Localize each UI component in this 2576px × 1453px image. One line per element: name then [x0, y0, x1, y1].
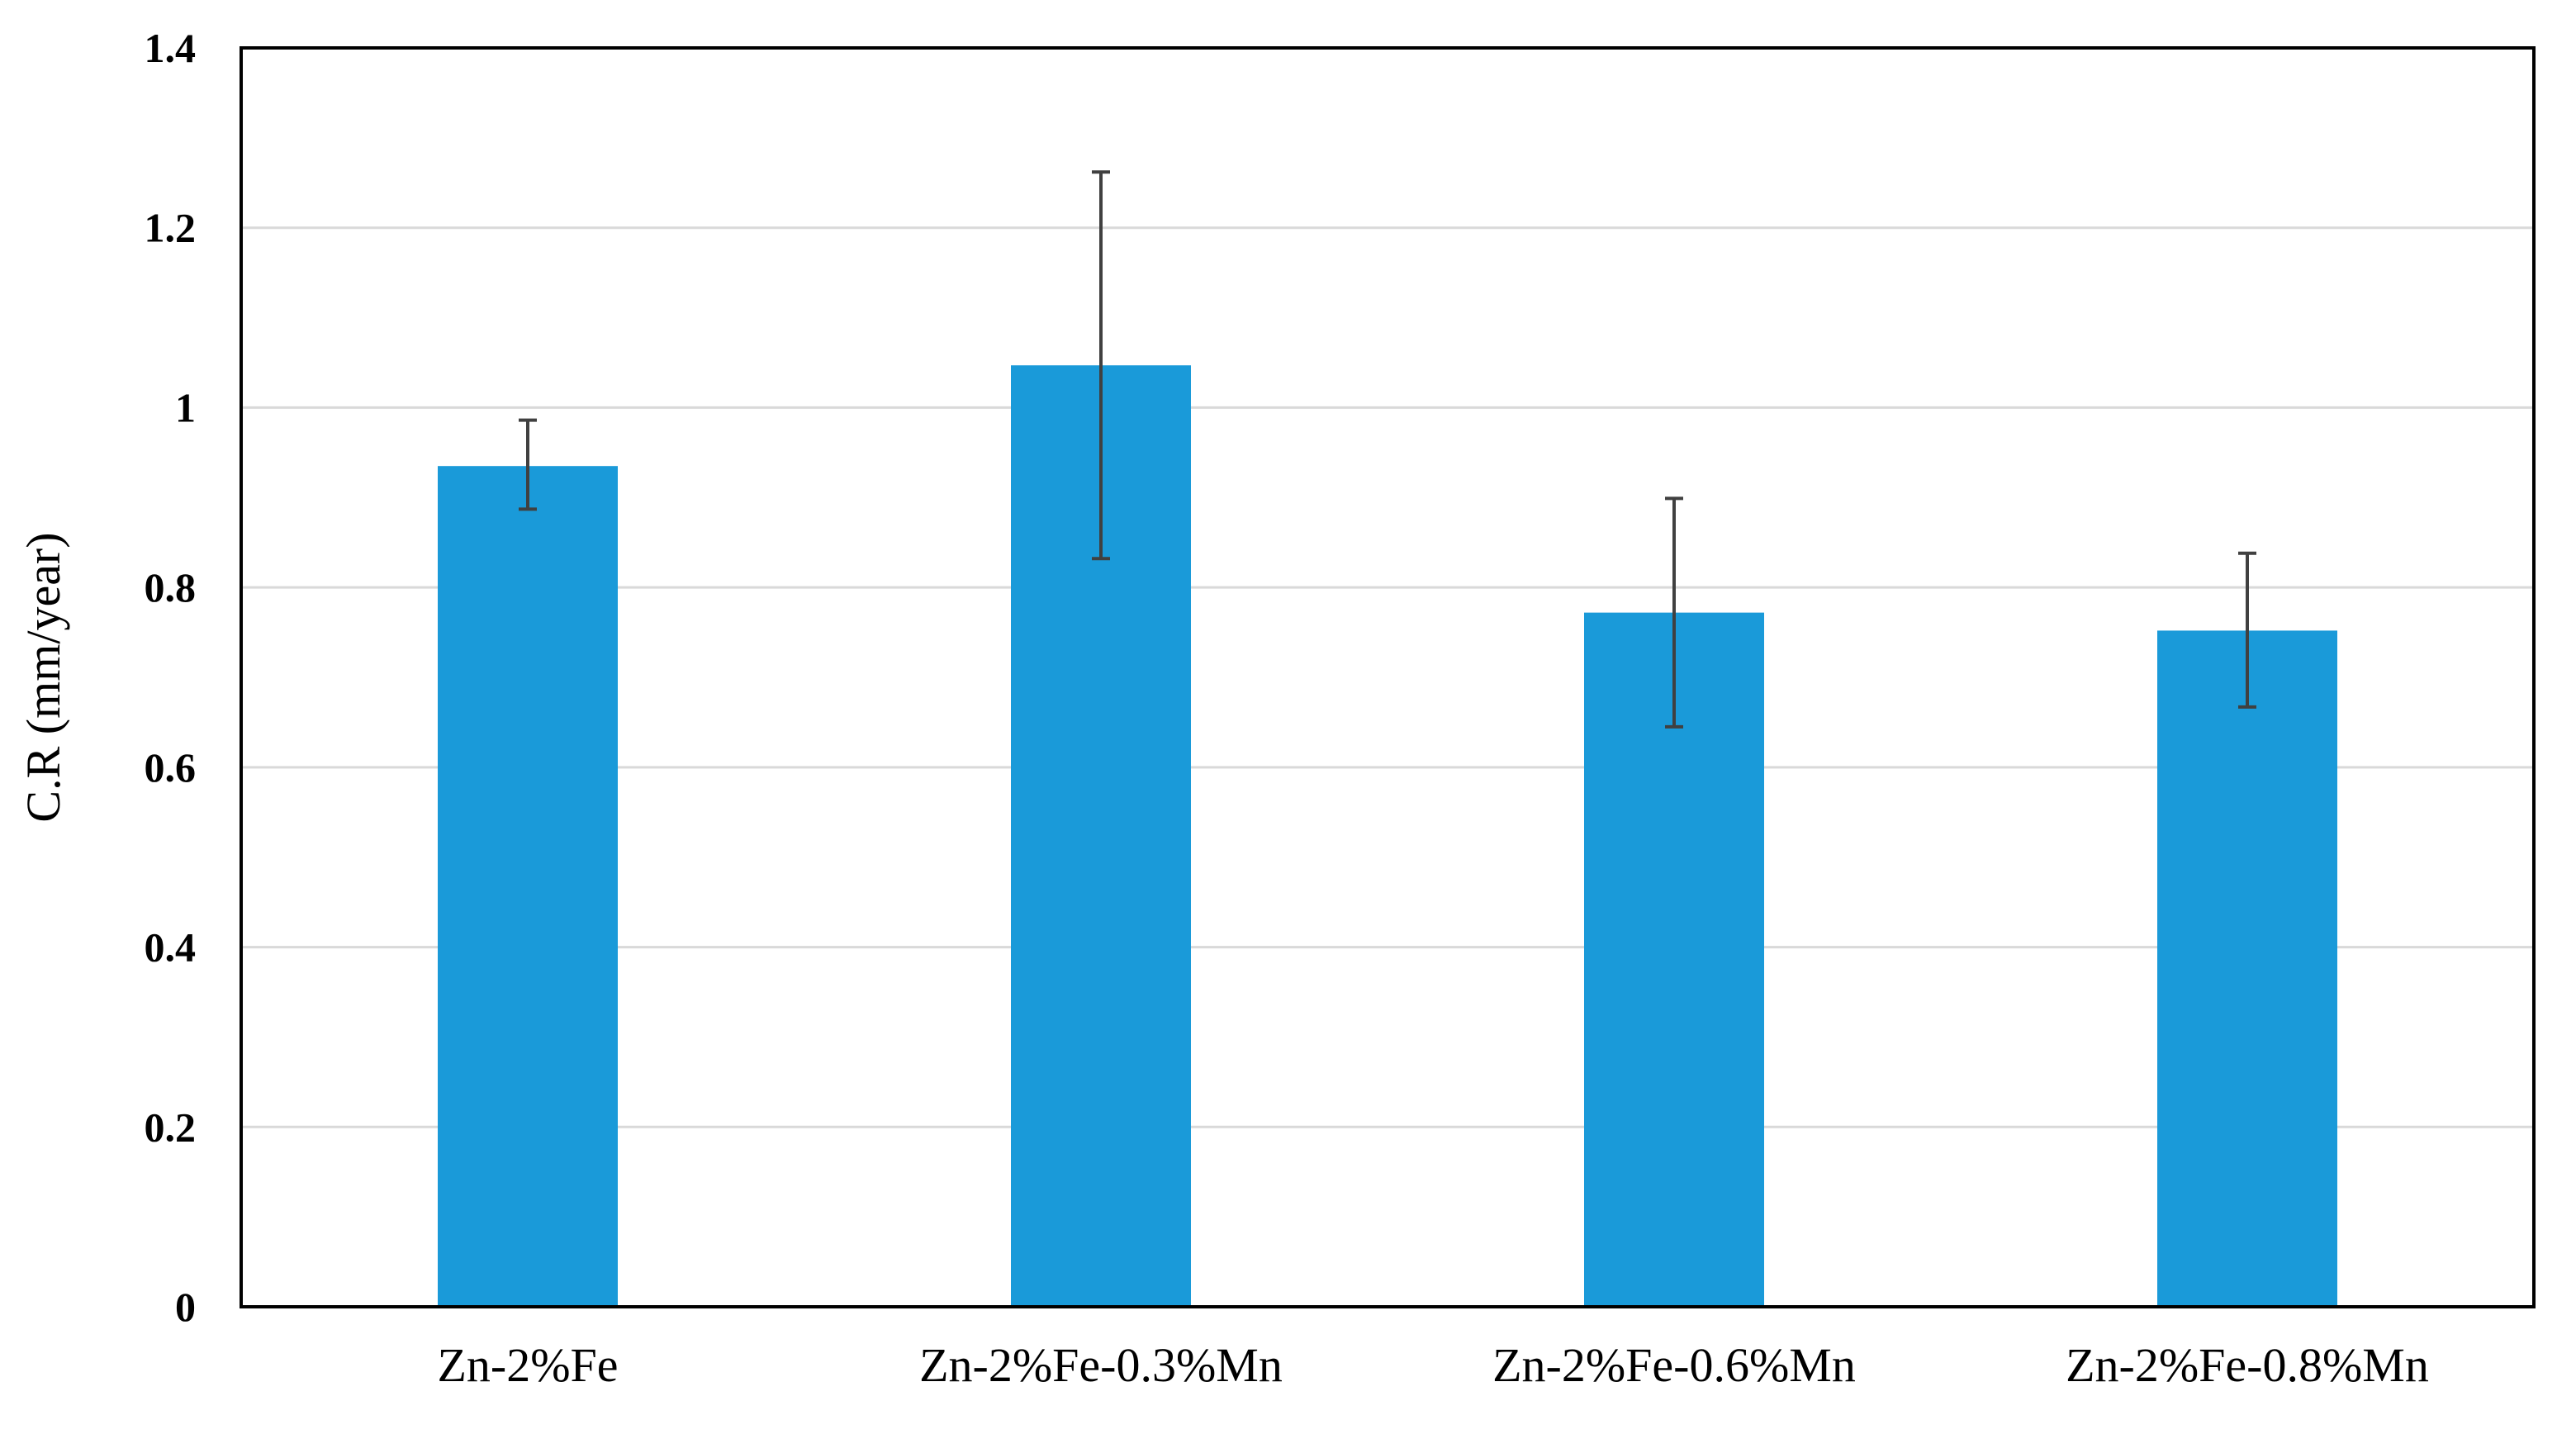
y-tick-label: 0.6: [145, 744, 197, 791]
y-tick-label: 0.2: [145, 1104, 197, 1150]
bar: [438, 466, 618, 1307]
y-tick-label: 1: [175, 384, 196, 430]
y-tick-label: 0.4: [145, 924, 197, 971]
bar: [2157, 630, 2337, 1307]
x-tick-label: Zn-2%Fe: [437, 1338, 618, 1392]
x-tick-label: Zn-2%Fe-0.6%Mn: [1492, 1338, 1856, 1392]
error-bar: [519, 418, 537, 511]
error-bar: [1092, 170, 1110, 561]
y-tick-label: 1.2: [145, 205, 197, 251]
y-axis-label: C.R (mm/year): [17, 532, 70, 822]
x-tick-label: Zn-2%Fe-0.3%Mn: [919, 1338, 1283, 1392]
y-tick-label: 0: [175, 1284, 196, 1330]
gridlines: [241, 226, 2534, 1128]
error-bar: [1665, 496, 1683, 729]
y-tick-label: 0.8: [145, 564, 197, 610]
bars: [438, 365, 2337, 1307]
x-tick-label: Zn-2%Fe-0.8%Mn: [2066, 1338, 2429, 1392]
y-tick-labels: 0 0.2 0.4 0.6 0.8 1 1.2 1.4: [145, 25, 197, 1330]
error-bars: [519, 170, 2256, 729]
y-tick-label: 1.4: [145, 25, 197, 71]
plot-frame: [240, 46, 2536, 1308]
error-bar: [2238, 551, 2256, 709]
x-tick-labels: Zn-2%Fe Zn-2%Fe-0.3%Mn Zn-2%Fe-0.6%Mn Zn-2%…: [437, 1338, 2428, 1392]
